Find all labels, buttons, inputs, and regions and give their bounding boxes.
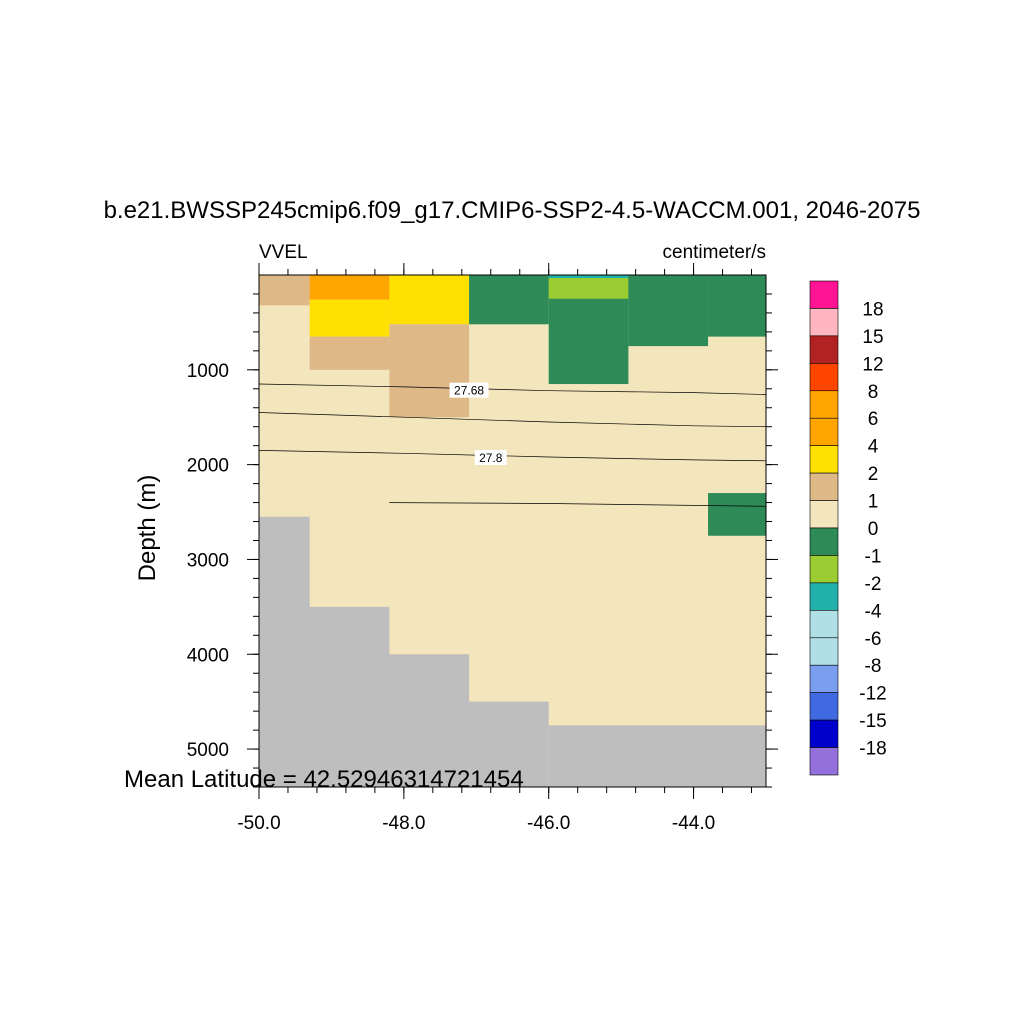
data-cell-2 [309,299,390,337]
colorbar-swatch-14 [809,664,839,693]
data-cell-5 [389,324,470,418]
y-tick-label-2: 3000 [187,550,229,571]
contour-line-2 [258,450,767,462]
data-cell-8 [548,275,629,299]
y-tick-label-1: 2000 [187,456,229,477]
colorbar-label-4: 6 [868,409,879,430]
data-cell-6 [469,275,549,325]
data-cell-10 [708,275,766,337]
colorbar-swatch-10 [809,555,839,584]
colorbar-swatch-11 [809,582,839,611]
contour-label-2: 27.8 [479,451,503,465]
land-mask-0 [259,516,310,787]
colorbar-swatch-2 [809,335,839,364]
colorbar-label-14: -12 [859,684,886,705]
colorbar-swatch-8 [809,500,839,529]
units-label: centimeter/s [663,242,766,263]
plot-frame [258,274,767,788]
land-mask-2 [389,654,470,787]
colorbar-label-0: 18 [862,299,883,320]
variable-label: VVEL [259,242,308,263]
colorbar-swatch-15 [809,692,839,721]
colorbar-swatch-17 [809,747,839,776]
colorbar-label-6: 2 [868,464,879,485]
data-cell-1 [309,275,390,300]
colorbar-label-13: -8 [865,656,882,677]
colorbar-swatch-16 [809,719,839,748]
colorbar-swatch-7 [809,472,839,501]
colorbar-label-5: 4 [868,437,879,458]
colorbar-label-8: 0 [868,519,879,540]
colorbar-label-16: -18 [859,739,886,760]
colorbar-label-2: 12 [862,354,883,375]
data-cell-0 [259,275,310,306]
data-cell-9 [628,275,709,347]
y-axis-label: Depth (m) [134,475,161,582]
colorbar-swatch-13 [809,637,839,666]
y-tick-label-0: 1000 [187,361,229,382]
colorbar-label-3: 8 [868,382,879,403]
colorbar-swatch-4 [809,390,839,419]
y-tick-label-3: 4000 [187,645,229,666]
colorbar-label-15: -15 [859,711,886,732]
x-tick-label-3: -44.0 [672,813,715,834]
colorbar-swatch-5 [809,417,839,446]
data-cell-3 [389,275,470,325]
colorbar-swatch-12 [809,610,839,639]
land-mask-3 [469,701,549,787]
data-cell-11 [708,493,766,536]
colorbar-label-9: -1 [865,546,882,567]
contour-label-bg-0 [449,382,489,398]
land-mask-1 [309,606,390,787]
colorbar-label-7: 1 [868,492,879,513]
colorbar-label-11: -4 [865,601,882,622]
mean-latitude-annotation: Mean Latitude = 42.52946314721454 [124,766,524,793]
colorbar-swatch-1 [809,308,839,337]
colorbar-swatch-9 [809,527,839,556]
data-cell-4 [309,336,390,370]
colorbar-swatch-3 [809,363,839,392]
contour-line-1 [258,412,767,428]
contour-label-0: 27.68 [454,384,484,398]
contour-layer: 27.68 27.8 [258,382,767,507]
colorbar-swatch-6 [809,445,839,474]
colorbar: 18 15 12 8 6 4 2 1 0 -1 -2 -4 -6 -8 -12 -15 -18 [809,280,887,776]
land-mask-4 [548,725,766,787]
colorbar-label-1: 15 [862,327,883,348]
surface-strip-teal [548,275,629,278]
contour-line-0 [258,383,767,395]
colorbar-swatch-0 [809,280,839,309]
x-tick-label-1: -48.0 [382,813,425,834]
colorbar-label-10: -2 [865,574,882,595]
chart-title: b.e21.BWSSP245cmip6.f09_g17.CMIP6-SSP2-4… [104,197,921,224]
colorbar-label-12: -6 [865,629,882,650]
x-tick-label-0: -50.0 [237,813,280,834]
plot-area [259,275,766,787]
axes: -50.0 -48.0 -46.0 -44.0 1000 2000 3000 4000 5000 [187,263,778,834]
x-tick-label-2: -46.0 [527,813,570,834]
contour-line-3 [389,502,767,507]
contour-label-bg-2 [474,449,507,465]
y-tick-label-4: 5000 [187,740,229,761]
